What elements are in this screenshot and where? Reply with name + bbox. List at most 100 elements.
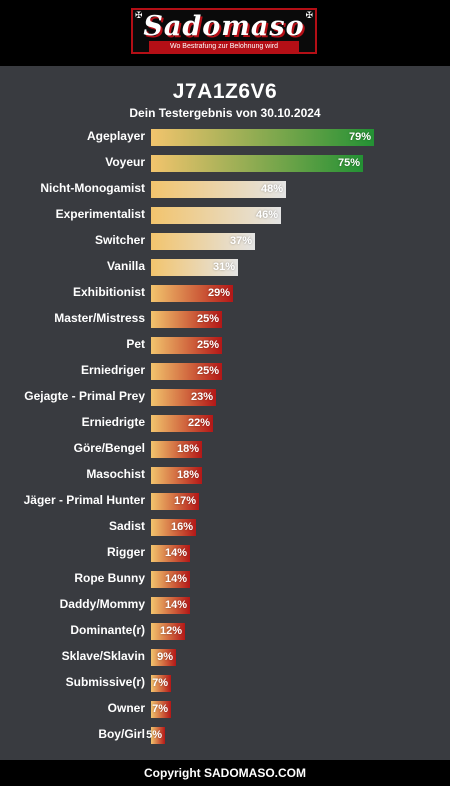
- result-label: Rigger: [106, 545, 145, 559]
- result-bar: 16%: [151, 519, 196, 536]
- result-row: Gejagte - Primal Prey 23%: [0, 384, 450, 410]
- result-label: Experimentalist: [55, 207, 145, 221]
- result-value: 46%: [255, 209, 278, 221]
- result-row: Rope Bunny 14%: [0, 566, 450, 592]
- result-bar: 25%: [151, 311, 222, 328]
- result-row: Vanilla 31%: [0, 254, 450, 280]
- result-bar: 37%: [151, 233, 255, 250]
- result-bar: 25%: [151, 363, 222, 380]
- result-bar: 25%: [151, 337, 222, 354]
- result-row: Masochist 18%: [0, 462, 450, 488]
- result-value: 29%: [207, 287, 230, 299]
- result-label: Jäger - Primal Hunter: [23, 493, 145, 507]
- result-bar: 14%: [151, 545, 190, 562]
- result-row: Nicht-Monogamist 48%: [0, 176, 450, 202]
- result-value: 75%: [337, 157, 360, 169]
- result-bar: 18%: [151, 467, 202, 484]
- result-value: 18%: [176, 443, 199, 455]
- result-value: 7%: [152, 677, 168, 689]
- result-row: Boy/Girl 5%: [0, 722, 450, 748]
- result-row: Daddy/Mommy 14%: [0, 592, 450, 618]
- result-row: Exhibitionist 29%: [0, 280, 450, 306]
- result-row: Erniedrigte 22%: [0, 410, 450, 436]
- result-bar: 7%: [151, 675, 171, 692]
- result-row: Master/Mistress 25%: [0, 306, 450, 332]
- result-label: Vanilla: [106, 259, 145, 273]
- result-value: 14%: [164, 573, 187, 585]
- result-bar: 18%: [151, 441, 202, 458]
- result-code: J7A1Z6V6: [172, 80, 278, 103]
- result-bar: 12%: [151, 623, 185, 640]
- result-value: 22%: [187, 417, 210, 429]
- result-row: Göre/Bengel 18%: [0, 436, 450, 462]
- result-row: Sadist 16%: [0, 514, 450, 540]
- cross-ornament-icon: ✠: [305, 10, 313, 20]
- result-label: Nicht-Monogamist: [40, 181, 145, 195]
- result-label: Masochist: [86, 467, 145, 481]
- result-value: 25%: [196, 339, 219, 351]
- result-label: Voyeur: [105, 155, 145, 169]
- result-value: 31%: [212, 261, 235, 273]
- result-bar: 48%: [151, 181, 286, 198]
- result-bar: 22%: [151, 415, 213, 432]
- result-row: Rigger 14%: [0, 540, 450, 566]
- result-row: Owner 7%: [0, 696, 450, 722]
- result-bar: 14%: [151, 571, 190, 588]
- result-label: Switcher: [94, 233, 145, 247]
- result-value: 25%: [196, 313, 219, 325]
- result-row: Switcher 37%: [0, 228, 450, 254]
- result-value: 25%: [196, 365, 219, 377]
- result-bar: 29%: [151, 285, 233, 302]
- result-row: Dominante(r) 12%: [0, 618, 450, 644]
- site-logo[interactable]: ✠ ✠ Sadomaso Wo Bestrafung zur Belohnung…: [131, 8, 317, 54]
- result-label: Dominante(r): [70, 623, 145, 637]
- logo-tagline: Wo Bestrafung zur Belohnung wird: [149, 41, 299, 52]
- results-list: Ageplayer 79% Voyeur 75% Nicht-Monogamist 48%…: [0, 124, 450, 754]
- result-value: 7%: [152, 703, 168, 715]
- result-bar: 79%: [151, 129, 374, 146]
- result-label: Submissive(r): [65, 675, 145, 689]
- result-value: 79%: [348, 131, 371, 143]
- result-label: Pet: [126, 337, 145, 351]
- result-row: Pet 25%: [0, 332, 450, 358]
- result-value: 48%: [260, 183, 283, 195]
- result-row: Erniedriger 25%: [0, 358, 450, 384]
- result-row: Submissive(r) 7%: [0, 670, 450, 696]
- result-label: Rope Bunny: [74, 571, 145, 585]
- result-label: Sklave/Sklavin: [61, 649, 145, 663]
- result-bar: 7%: [151, 701, 171, 718]
- result-label: Owner: [107, 701, 145, 715]
- result-value: 18%: [176, 469, 199, 481]
- result-label: Daddy/Mommy: [59, 597, 145, 611]
- result-bar: 75%: [151, 155, 363, 172]
- result-label: Ageplayer: [86, 129, 145, 143]
- result-value: 14%: [164, 599, 187, 611]
- result-value: 16%: [170, 521, 193, 533]
- result-value: 17%: [173, 495, 196, 507]
- result-bar: 9%: [151, 649, 176, 666]
- result-row: Experimentalist 46%: [0, 202, 450, 228]
- result-value: 5%: [146, 729, 162, 741]
- result-bar: 17%: [151, 493, 199, 510]
- logo-wordmark: Sadomaso: [143, 11, 305, 42]
- result-value: 14%: [164, 547, 187, 559]
- result-value: 12%: [159, 625, 182, 637]
- result-bar: 31%: [151, 259, 238, 276]
- result-row: Sklave/Sklavin 9%: [0, 644, 450, 670]
- result-bar: 5%: [146, 727, 165, 744]
- result-label: Göre/Bengel: [73, 441, 145, 455]
- result-label: Exhibitionist: [73, 285, 145, 299]
- cross-ornament-icon: ✠: [135, 10, 143, 20]
- result-row: Voyeur 75%: [0, 150, 450, 176]
- result-label: Gejagte - Primal Prey: [24, 389, 145, 403]
- result-bar: 46%: [151, 207, 281, 224]
- result-label: Boy/Girl: [98, 727, 145, 741]
- result-label: Sadist: [108, 519, 145, 533]
- result-value: 37%: [229, 235, 252, 247]
- result-bar: 23%: [151, 389, 216, 406]
- result-label: Erniedrigte: [81, 415, 145, 429]
- result-label: Erniedriger: [80, 363, 145, 377]
- result-bar: 14%: [151, 597, 190, 614]
- result-label: Master/Mistress: [54, 311, 145, 325]
- footer-copyright: Copyright SADOMASO.COM: [0, 760, 450, 786]
